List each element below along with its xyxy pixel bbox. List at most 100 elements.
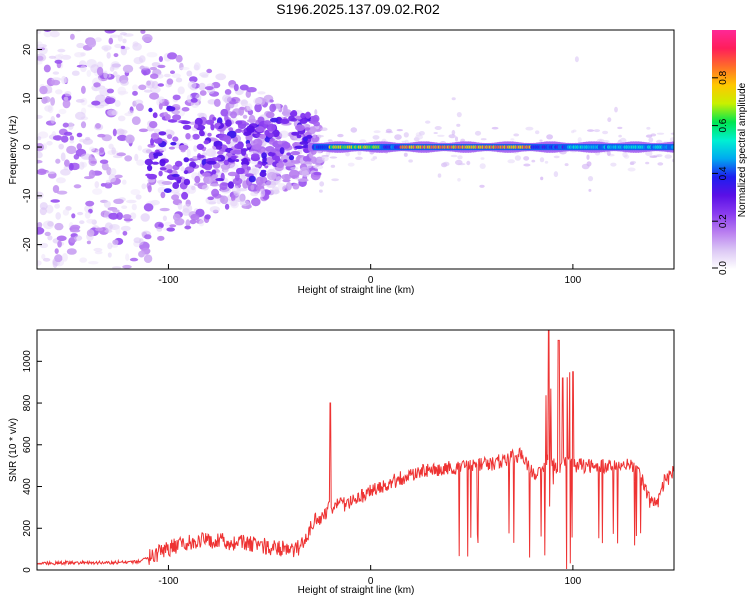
heatmap-cell <box>290 151 301 156</box>
heatmap-cell <box>265 180 277 188</box>
heatmap-cell <box>235 128 243 133</box>
heatmap-cell <box>45 170 56 175</box>
heatmap-cell <box>62 209 70 216</box>
heatmap-cell <box>66 248 77 255</box>
heatmap-cell <box>178 144 189 151</box>
heatmap-cell <box>156 226 163 232</box>
heatmap-cell <box>146 52 158 58</box>
heatmap-cell <box>151 161 159 165</box>
heatmap-cell <box>149 121 158 129</box>
heatmap-cell <box>275 176 282 183</box>
heatmap-cell <box>272 129 280 138</box>
heatmap-cell <box>523 163 531 167</box>
heatmap-cell <box>230 111 237 119</box>
heatmap-cell <box>164 101 169 107</box>
heatmap-cell <box>149 66 158 71</box>
snr-y-tick-label: 800 <box>22 394 33 411</box>
heatmap-cell <box>283 159 288 163</box>
heatmap-cell <box>122 230 128 236</box>
heatmap-cell <box>86 70 92 77</box>
heatmap-cell <box>544 160 549 164</box>
heatmap-cell <box>457 155 463 160</box>
heatmap-cell <box>192 133 200 140</box>
heatmap-cell <box>183 157 190 163</box>
heatmap-cell <box>206 160 217 165</box>
snr-y-tick-label: 600 <box>22 436 33 453</box>
heatmap-cell <box>553 171 559 178</box>
heatmap-cell <box>269 138 275 142</box>
heatmap-cell <box>385 128 392 133</box>
heatmap-cell <box>297 178 309 182</box>
heatmap-cell <box>296 134 302 139</box>
heatmap-cell <box>240 99 248 107</box>
heatmap-cell <box>103 70 108 79</box>
heatmap-cell <box>408 159 413 163</box>
heatmap-cell <box>596 138 605 143</box>
heatmap-cell <box>93 82 101 88</box>
heatmap-cell <box>227 171 238 177</box>
heatmap-cell <box>294 145 304 149</box>
heatmap-cell <box>194 62 201 71</box>
snr-y-tick-label: 400 <box>22 478 33 495</box>
heatmap-cell <box>249 168 260 176</box>
heatmap-cell <box>158 56 163 62</box>
heatmap-cell <box>267 171 277 181</box>
heatmap-cell <box>157 83 164 87</box>
heatmap-cell <box>39 242 49 249</box>
heatmap-cell <box>95 123 101 129</box>
heatmap-cell <box>129 212 137 220</box>
heatmap-cell <box>564 163 569 167</box>
heatmap-cell <box>113 53 119 58</box>
heatmap-cell <box>125 134 135 144</box>
heatmap-cell <box>43 30 53 38</box>
heatmap-cell <box>141 34 153 43</box>
heatmap-cell <box>295 124 305 131</box>
heatmap-cell <box>130 189 141 196</box>
heatmap-cell <box>657 162 664 166</box>
heatmap-cell <box>159 159 166 167</box>
heatmap-cell <box>491 126 499 130</box>
heatmap-cell <box>442 161 450 167</box>
heatmap-cell <box>55 158 61 164</box>
heatmap-cell <box>321 155 329 162</box>
heatmap-cell <box>610 162 617 167</box>
heatmap-cell <box>63 96 69 101</box>
heatmap-cell <box>302 156 310 162</box>
heatmap-cell <box>147 164 153 172</box>
heatmap-cell <box>57 240 62 248</box>
heatmap-cell <box>207 196 214 201</box>
heatmap-cell <box>606 150 611 156</box>
heatmap-cell <box>157 235 165 241</box>
heatmap-cell <box>107 109 117 116</box>
heatmap-cell <box>55 177 66 184</box>
heatmap-cell <box>291 131 300 136</box>
heatmap-cell <box>158 103 163 110</box>
heatmap-cell <box>147 185 152 193</box>
heatmap-cell <box>37 260 42 266</box>
heatmap-cell <box>207 132 212 137</box>
heatmap-cell <box>52 135 62 141</box>
heatmap-cell <box>204 214 211 220</box>
heatmap-cell <box>52 185 60 193</box>
heatmap-cell <box>329 156 338 159</box>
heatmap-cell <box>480 138 487 141</box>
heatmap-cell <box>622 151 628 158</box>
heatmap-y-tick-label: -10 <box>22 188 33 203</box>
heatmap-cell <box>50 97 55 106</box>
heatmap-cell <box>228 127 234 132</box>
heatmap-cell <box>203 140 210 145</box>
heatmap-cell <box>289 169 300 179</box>
heatmap-cell <box>60 168 71 176</box>
heatmap-cell <box>197 112 205 118</box>
heatmap-cell <box>618 134 622 138</box>
heatmap-cell <box>112 239 119 245</box>
heatmap-cell <box>43 257 51 262</box>
heatmap-cell <box>44 105 53 112</box>
heatmap-cell <box>69 139 75 144</box>
heatmap-cell <box>308 129 315 134</box>
heatmap-cell <box>193 145 198 152</box>
heatmap-cell <box>302 136 308 142</box>
heatmap-cell <box>133 57 144 65</box>
heatmap-cell <box>276 162 285 169</box>
heatmap-cell <box>300 112 306 119</box>
